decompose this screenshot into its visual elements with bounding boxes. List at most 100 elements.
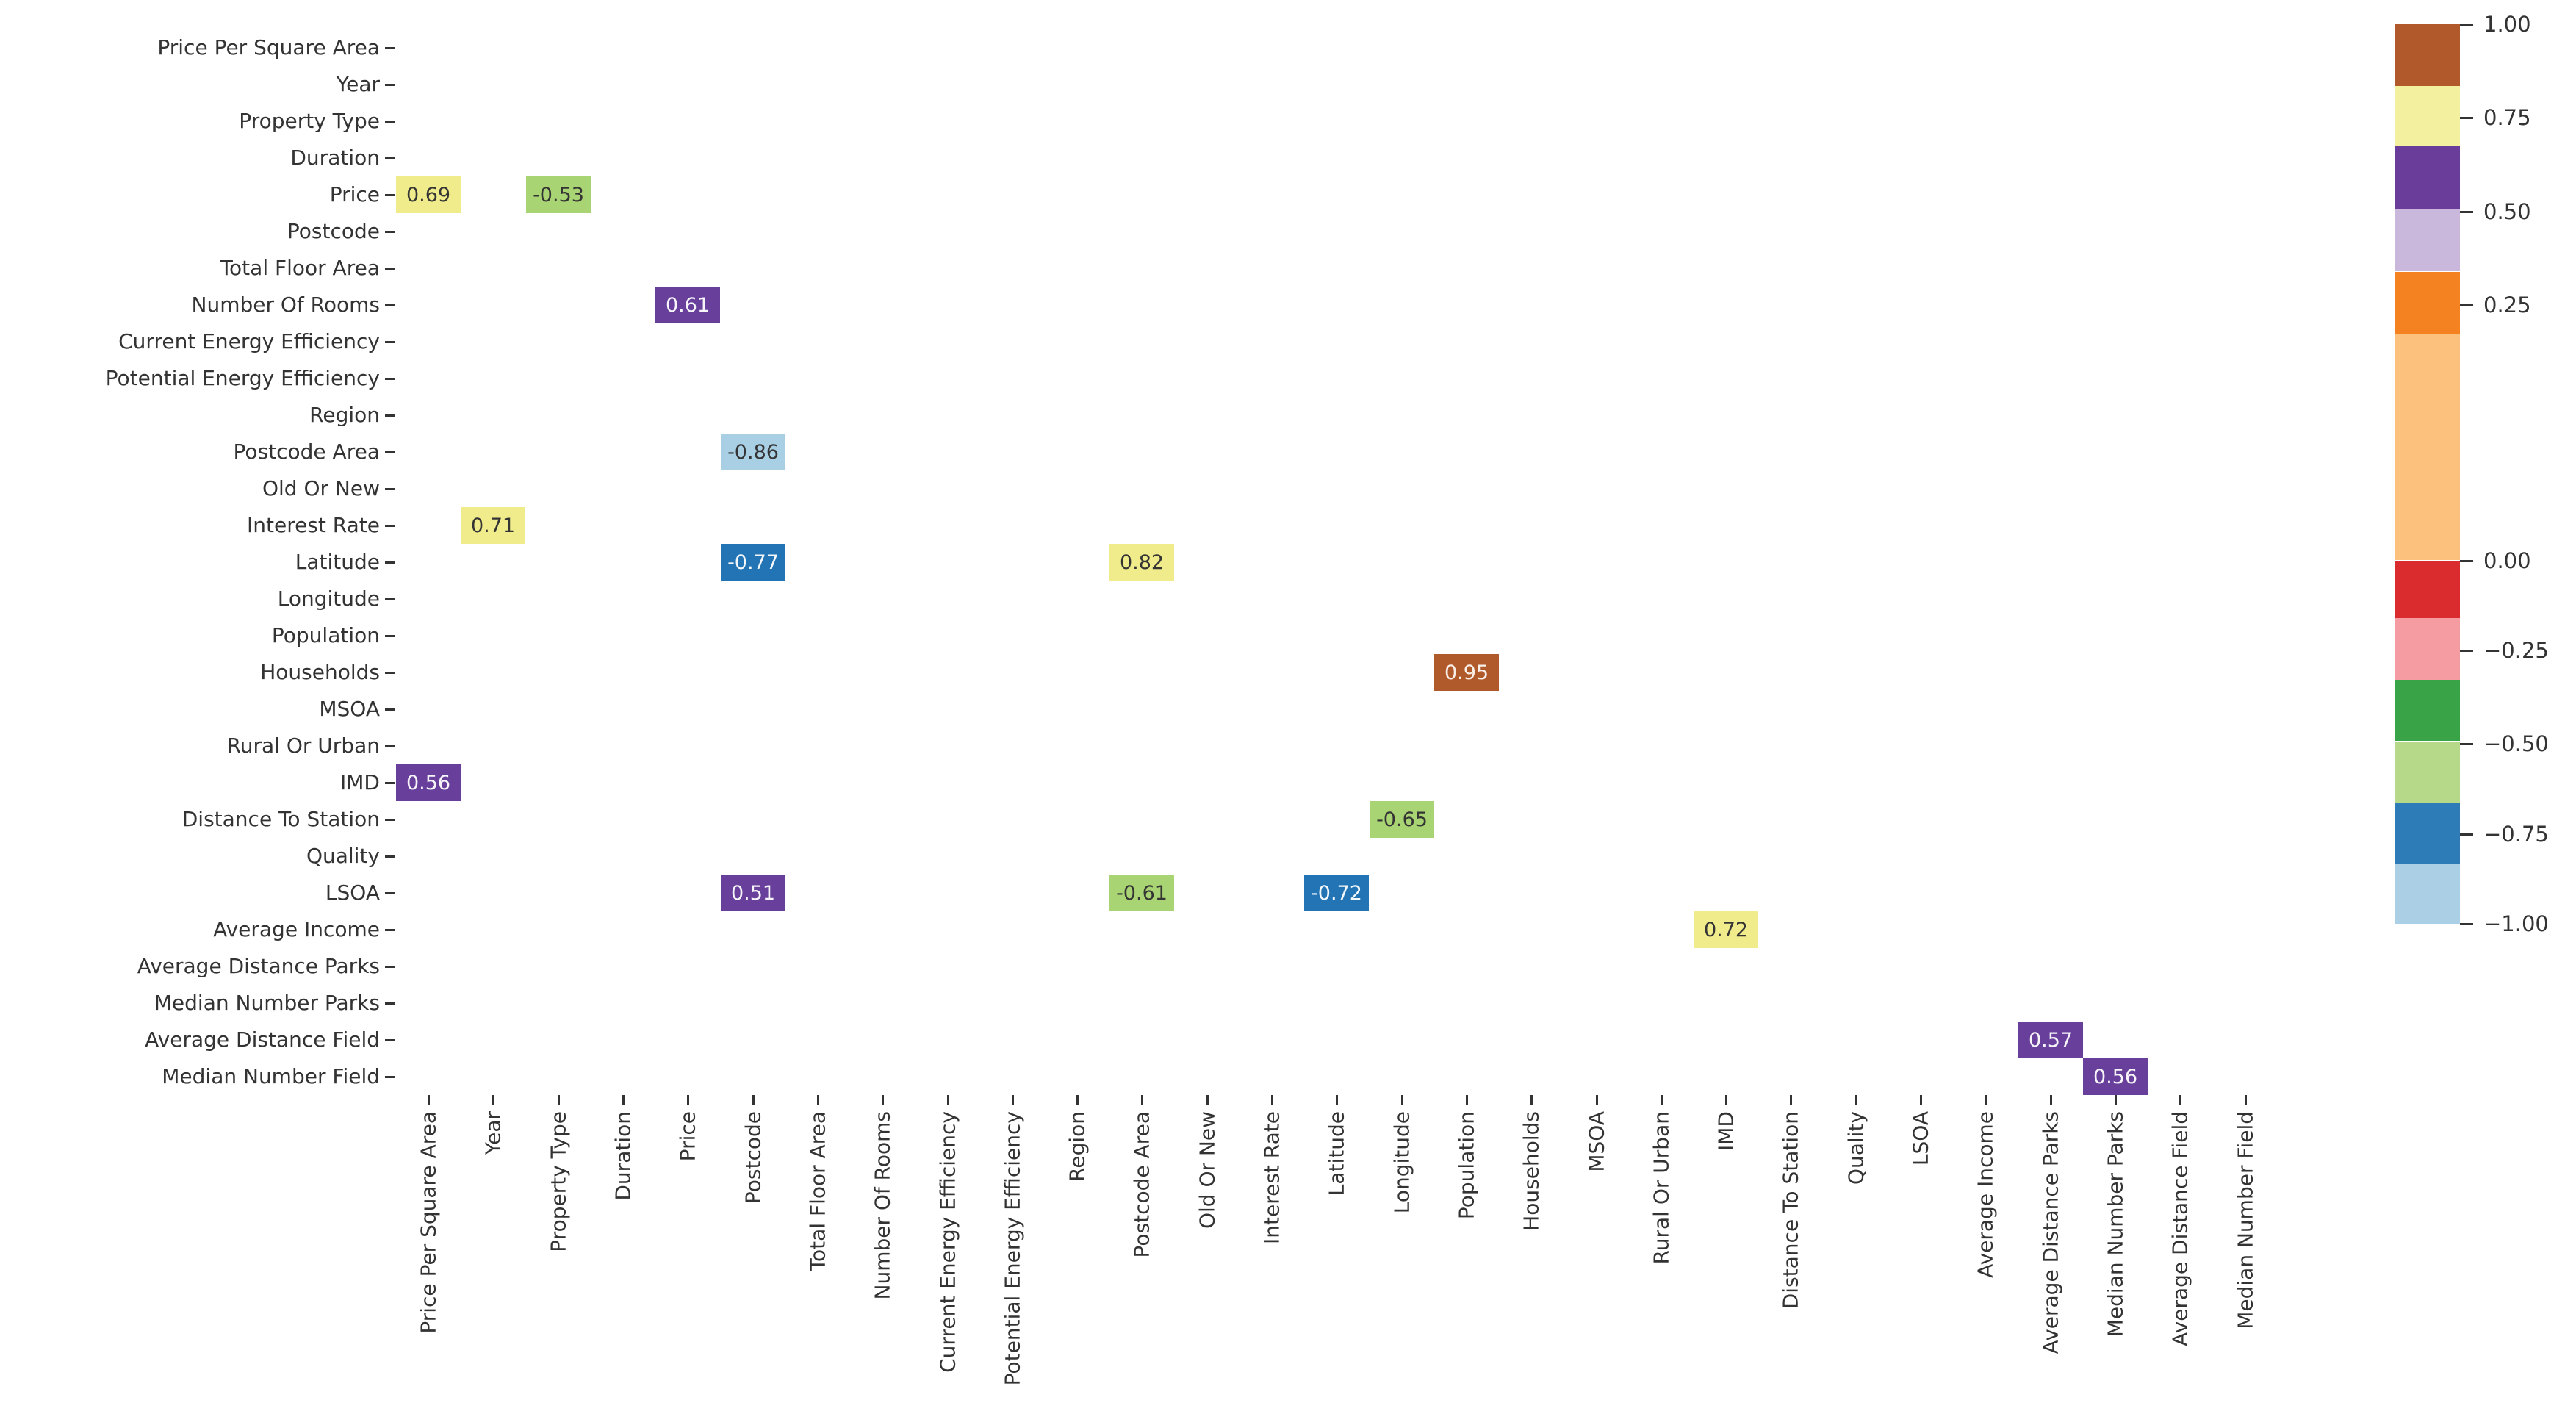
- y-tick-label: Population: [271, 623, 380, 647]
- heatmap-cell: -0.65: [1370, 801, 1434, 838]
- colorbar-tick-label: 0.50: [2483, 199, 2531, 224]
- x-tick-label: Median Number Parks: [2104, 1111, 2128, 1340]
- heatmap-cell: 0.57: [2018, 1022, 2083, 1058]
- cell-value: 0.72: [1703, 918, 1749, 941]
- y-tick-label: Property Type: [239, 109, 380, 133]
- heatmap-cell: 0.61: [655, 287, 720, 323]
- colorbar-segment-light-blue: [2395, 864, 2460, 924]
- y-tick-mark: [385, 598, 395, 600]
- y-tick-label: Total Floor Area: [220, 256, 380, 280]
- colorbar-segment-light-purple: [2395, 209, 2460, 271]
- cell-value: 0.82: [1119, 550, 1165, 574]
- x-tick-label-text: LSOA: [1908, 1111, 1933, 1166]
- x-tick-label-text: Average Distance Parks: [2038, 1111, 2063, 1354]
- colorbar-segment-light-green: [2395, 742, 2460, 803]
- heatmap-cell: -0.72: [1304, 875, 1369, 911]
- colorbar-tick-mark: [2460, 650, 2473, 652]
- x-tick-label-text: Postcode Area: [1129, 1111, 1154, 1258]
- y-tick-label: Postcode Area: [233, 439, 380, 464]
- y-tick-mark: [385, 194, 395, 196]
- colorbar-segment-brown: [2395, 24, 2460, 86]
- x-tick-label: Price Per Square Area: [417, 1111, 441, 1337]
- y-tick-mark: [385, 231, 395, 233]
- x-tick-mark: [1596, 1095, 1598, 1105]
- x-tick-mark: [2050, 1095, 2052, 1105]
- colorbar-tick-mark: [2460, 560, 2473, 562]
- y-tick-mark: [385, 157, 395, 159]
- x-tick-label: Average Income: [1974, 1111, 1998, 1281]
- x-tick-mark: [2245, 1095, 2247, 1105]
- x-tick-label: Potential Energy Efficiency: [1001, 1111, 1025, 1388]
- x-tick-mark: [1401, 1095, 1403, 1105]
- x-tick-label-text: Potential Energy Efficiency: [1000, 1111, 1025, 1386]
- x-tick-label-text: Latitude: [1324, 1111, 1349, 1196]
- x-tick-label: Property Type: [547, 1111, 571, 1255]
- heatmap-cell: 0.72: [1694, 911, 1758, 948]
- x-tick-label-text: Average Distance Field: [2167, 1111, 2192, 1346]
- colorbar-segment-dark-purple: [2395, 146, 2460, 209]
- colorbar-segment-dark-green: [2395, 680, 2460, 741]
- x-tick-label-text: Longitude: [1389, 1111, 1414, 1214]
- x-tick-label: Distance To Station: [1779, 1111, 1803, 1312]
- y-tick-mark: [385, 1002, 395, 1005]
- x-tick-mark: [1012, 1095, 1014, 1105]
- colorbar-tick-label: 1.00: [2483, 12, 2531, 37]
- heatmap-cell: 0.82: [1109, 544, 1174, 581]
- x-tick-label: Price: [676, 1111, 700, 1164]
- cell-value: 0.57: [2028, 1028, 2073, 1052]
- y-tick-mark: [385, 378, 395, 380]
- y-tick-label: LSOA: [325, 880, 380, 905]
- x-tick-mark: [558, 1095, 560, 1105]
- x-tick-label-text: Year: [481, 1111, 506, 1155]
- y-tick-label: Price Per Square Area: [157, 35, 380, 60]
- y-tick-mark: [385, 47, 395, 49]
- x-tick-label: LSOA: [1909, 1111, 1933, 1169]
- x-tick-mark: [1141, 1095, 1143, 1105]
- y-tick-label: Potential Energy Efficiency: [105, 366, 380, 390]
- x-tick-label: Duration: [611, 1111, 636, 1204]
- y-tick-mark: [385, 525, 395, 527]
- y-tick-mark: [385, 966, 395, 968]
- x-tick-label-text: Distance To Station: [1778, 1111, 1803, 1310]
- colorbar-segment-light-orange: [2395, 334, 2460, 560]
- x-tick-label-text: Price: [675, 1111, 700, 1162]
- y-tick-label: MSOA: [319, 697, 380, 721]
- cell-value: 0.71: [470, 514, 516, 537]
- x-tick-label: Total Floor Area: [806, 1111, 830, 1274]
- x-tick-label: IMD: [1714, 1111, 1738, 1154]
- y-tick-mark: [385, 268, 395, 270]
- x-tick-label: Postcode: [741, 1111, 766, 1207]
- x-tick-label: Average Distance Field: [2168, 1111, 2192, 1349]
- x-tick-label-text: Postcode: [741, 1111, 766, 1205]
- colorbar-tick-mark: [2460, 211, 2473, 213]
- cell-value: -0.72: [1311, 881, 1362, 905]
- colorbar-segment-pink: [2395, 618, 2460, 680]
- x-tick-label: Number Of Rooms: [871, 1111, 895, 1303]
- x-tick-label: Population: [1455, 1111, 1479, 1222]
- heatmap-cell: -0.61: [1109, 875, 1174, 911]
- y-tick-label: Median Number Field: [162, 1064, 380, 1088]
- y-tick-label: Distance To Station: [181, 807, 380, 831]
- colorbar-tick-label: −0.50: [2483, 731, 2549, 756]
- heatmap-cell: 0.71: [461, 507, 525, 544]
- colorbar-segment-blue: [2395, 803, 2460, 864]
- x-tick-label: Rural Or Urban: [1649, 1111, 1674, 1267]
- y-tick-mark: [385, 121, 395, 123]
- cell-value: -0.86: [727, 440, 779, 464]
- heatmap-cell: -0.53: [526, 176, 591, 213]
- heatmap-cell: -0.86: [721, 434, 785, 470]
- x-tick-label-text: Number Of Rooms: [870, 1111, 895, 1300]
- y-tick-label: Current Energy Efficiency: [118, 329, 380, 353]
- x-tick-mark: [752, 1095, 755, 1105]
- x-tick-mark: [1076, 1095, 1079, 1105]
- y-tick-label: Median Number Parks: [154, 991, 380, 1015]
- y-tick-label: Interest Rate: [246, 513, 380, 537]
- colorbar-tick-mark: [2460, 117, 2473, 119]
- colorbar-segment-red: [2395, 561, 2460, 618]
- y-tick-label: IMD: [340, 770, 380, 794]
- colorbar-tick-label: −0.75: [2483, 822, 2549, 847]
- cell-value: 0.69: [406, 183, 451, 207]
- colorbar-segment-orange: [2395, 272, 2460, 335]
- x-tick-label-text: Median Number Parks: [2103, 1111, 2128, 1338]
- y-tick-label: Old Or New: [262, 476, 380, 500]
